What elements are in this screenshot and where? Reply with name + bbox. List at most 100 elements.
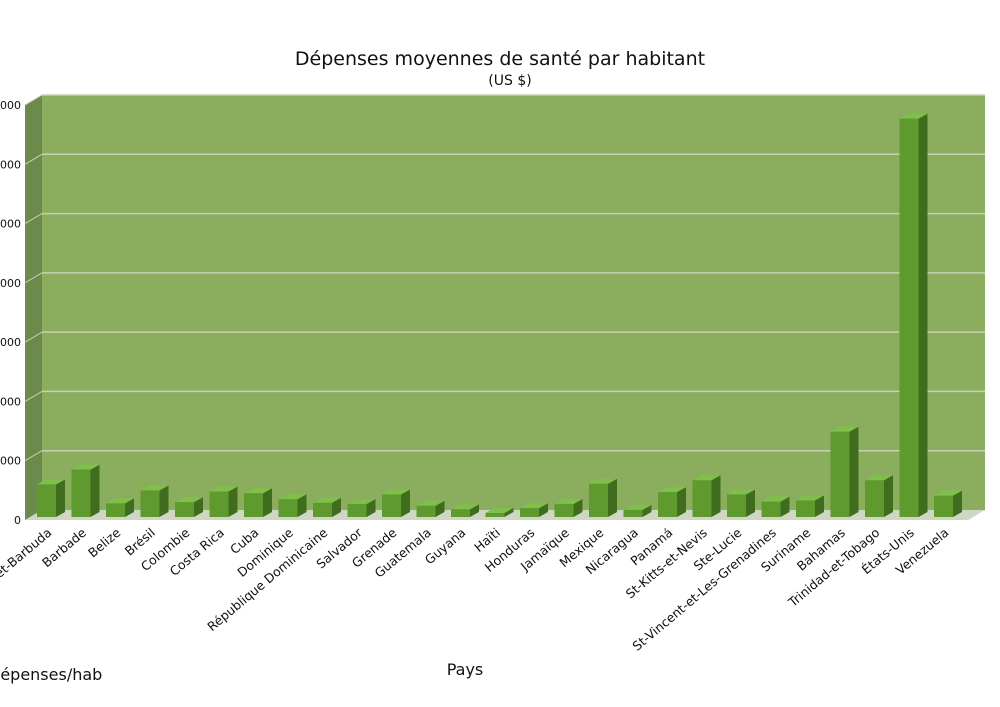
bar-top	[37, 479, 65, 485]
bar	[658, 487, 686, 517]
grid-line-wall	[24, 213, 43, 225]
bar-side	[401, 489, 410, 517]
y-tick-label: 3000	[0, 336, 21, 349]
bar-front	[727, 494, 746, 517]
x-tick-label: Belize	[85, 525, 124, 561]
bar-side	[90, 464, 100, 517]
y-axis-label: Dépenses/hab	[0, 665, 102, 684]
bar-side	[125, 498, 134, 517]
bar-front	[899, 118, 919, 517]
bar	[382, 489, 410, 517]
bar	[37, 479, 65, 517]
bar-side	[435, 500, 445, 517]
bar-front	[106, 503, 125, 517]
bar-side	[228, 486, 238, 517]
bar	[761, 496, 790, 517]
bar-top	[727, 489, 755, 495]
bar-top	[313, 497, 341, 503]
bar	[451, 504, 479, 517]
bar-side	[780, 496, 790, 517]
bar-top	[761, 496, 790, 502]
bar	[313, 497, 341, 517]
bar	[209, 486, 238, 517]
bar	[830, 426, 859, 517]
grid-lines	[24, 94, 985, 462]
x-axis-labels: Antigua-et-BarbudaBarbadeBelizeBrésilCol…	[0, 524, 951, 653]
chart-subtitle: (US $)	[488, 73, 531, 89]
grid-line-wall	[24, 272, 43, 284]
bar	[485, 507, 514, 517]
bar-side	[194, 497, 203, 517]
bar-front	[485, 512, 505, 517]
bar	[71, 464, 100, 517]
bar-front	[416, 505, 436, 517]
y-tick-label: 0	[14, 514, 21, 527]
bar-side	[159, 485, 169, 517]
grid-line-wall	[24, 331, 43, 343]
bar-front	[796, 500, 815, 517]
bar-top	[830, 426, 859, 432]
bar-front	[934, 495, 953, 517]
bar-top	[382, 489, 410, 495]
x-tick-label: Antigua-et-Barbuda	[0, 525, 54, 615]
bar-front	[175, 502, 194, 517]
bar-front	[140, 490, 160, 517]
bar-top	[140, 485, 169, 491]
bar-side	[470, 504, 479, 517]
bar-front	[520, 508, 539, 517]
y-tick-label: 1000	[0, 455, 21, 468]
bar-front	[313, 502, 332, 517]
bar-front	[278, 499, 298, 517]
bar-front	[71, 469, 91, 517]
bar-top	[658, 487, 686, 493]
bar-side	[539, 503, 548, 517]
bar	[244, 488, 272, 517]
bar-side	[918, 113, 928, 517]
bar-top	[865, 475, 893, 481]
y-tick-label: 4000	[0, 277, 21, 290]
bar-side	[677, 487, 686, 517]
bar-side	[815, 495, 824, 517]
chart-title: Dépenses moyennes de santé par habitant	[295, 48, 705, 70]
bar-side	[608, 478, 617, 517]
bar-front	[347, 503, 367, 517]
grid-line-wall	[24, 153, 43, 165]
plot-back-wall	[42, 95, 985, 510]
y-tick-label: 5000	[0, 218, 21, 231]
bar-top	[209, 486, 238, 492]
bar-side	[573, 498, 583, 517]
bar	[692, 475, 721, 517]
bar-side	[746, 489, 755, 517]
bars	[37, 113, 962, 517]
bar-top	[451, 504, 479, 510]
y-tick-label: 2000	[0, 395, 21, 408]
bar-top	[899, 113, 928, 119]
bar	[554, 498, 583, 517]
plot-left-wall	[25, 95, 42, 520]
bar-side	[711, 475, 721, 517]
grid-line-wall	[24, 450, 43, 462]
bar	[934, 490, 962, 517]
bar-top	[278, 494, 307, 500]
y-tick-label: 7000	[0, 99, 21, 112]
bar	[727, 489, 755, 517]
bar-top	[934, 490, 962, 496]
bar-front	[830, 431, 850, 517]
bar-top	[623, 504, 652, 510]
bar-top	[416, 500, 445, 506]
bar	[623, 504, 652, 517]
bar-side	[849, 426, 859, 517]
bar-side	[56, 479, 65, 517]
bar-front	[761, 501, 781, 517]
bar-front	[451, 509, 470, 517]
bar	[347, 498, 376, 517]
bar-front	[554, 503, 574, 517]
bar	[106, 498, 134, 517]
bar-top	[347, 498, 376, 504]
bar	[589, 478, 617, 517]
bar-top	[175, 497, 203, 503]
bar-side	[884, 475, 893, 517]
bar-top	[796, 495, 824, 501]
bar-side	[263, 488, 272, 517]
bar-top	[554, 498, 583, 504]
